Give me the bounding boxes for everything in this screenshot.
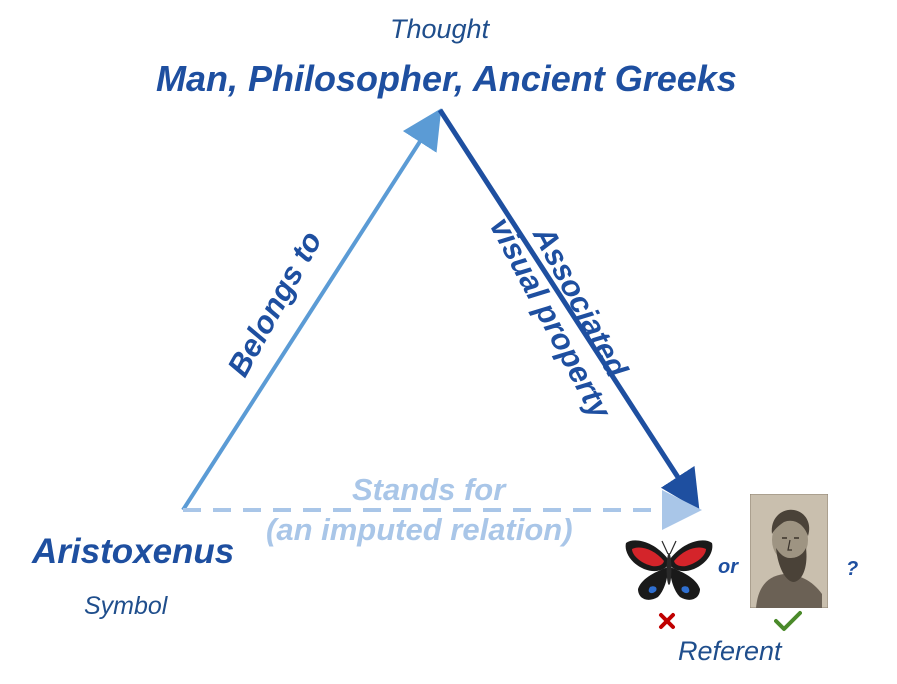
butterfly-image xyxy=(625,540,713,600)
referent-caption: Referent xyxy=(678,636,782,666)
cross-icon xyxy=(659,613,675,629)
question-mark: ? xyxy=(846,558,859,580)
stands-for-line2: (an imputed relation) xyxy=(266,512,573,547)
symbol-caption: Symbol xyxy=(84,592,168,620)
belongs-to-arrow xyxy=(181,108,442,512)
thought-title: Man, Philosopher, Ancient Greeks xyxy=(156,58,737,99)
thought-caption: Thought xyxy=(390,14,490,44)
philosopher-portrait-image xyxy=(750,494,828,608)
stands-for-line1: Stands for xyxy=(352,472,506,507)
or-label: or xyxy=(718,556,738,578)
associated-arrow xyxy=(437,108,700,511)
check-icon xyxy=(774,611,802,631)
symbol-word: Aristoxenus xyxy=(32,532,235,571)
